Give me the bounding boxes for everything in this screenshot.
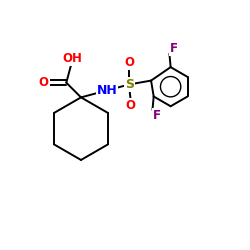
- Text: S: S: [125, 78, 134, 91]
- Text: F: F: [170, 42, 178, 55]
- Text: O: O: [39, 76, 49, 89]
- Text: NH: NH: [96, 84, 117, 97]
- Text: O: O: [126, 100, 136, 112]
- Text: OH: OH: [62, 52, 82, 65]
- Text: F: F: [153, 109, 161, 122]
- Text: O: O: [124, 56, 134, 70]
